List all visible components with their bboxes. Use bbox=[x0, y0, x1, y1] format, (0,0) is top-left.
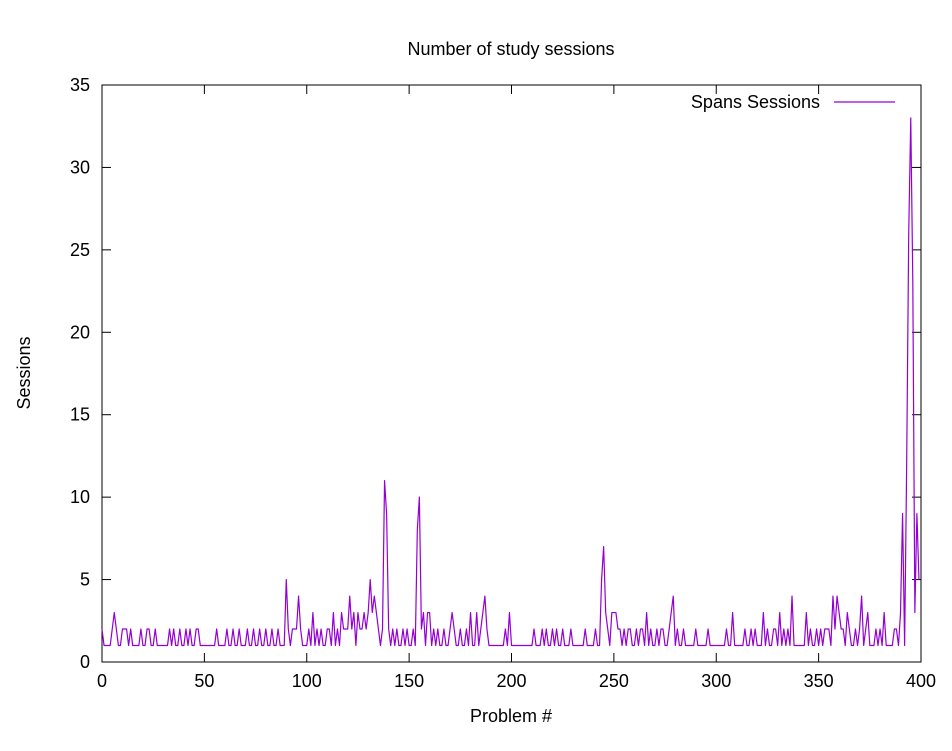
y-tick-label: 10 bbox=[70, 487, 90, 507]
x-tick-label: 100 bbox=[292, 671, 322, 691]
x-tick-label: 50 bbox=[194, 671, 214, 691]
legend: Spans Sessions bbox=[691, 92, 895, 112]
y-tick-label: 35 bbox=[70, 75, 90, 95]
y-axis: 0 5 10 15 20 25 30 35 bbox=[70, 75, 921, 672]
x-axis: 0 50 100 150 200 250 300 350 400 bbox=[97, 85, 936, 691]
x-tick-label: 250 bbox=[599, 671, 629, 691]
y-tick-label: 30 bbox=[70, 157, 90, 177]
x-tick-label: 300 bbox=[701, 671, 731, 691]
legend-entry-spans-sessions: Spans Sessions bbox=[691, 92, 820, 112]
y-tick-label: 20 bbox=[70, 322, 90, 342]
x-tick-label: 0 bbox=[97, 671, 107, 691]
x-axis-title: Problem # bbox=[470, 706, 552, 726]
y-tick-label: 0 bbox=[80, 652, 90, 672]
series-layer bbox=[101, 117, 920, 647]
y-tick-label: 5 bbox=[80, 570, 90, 590]
x-tick-label: 400 bbox=[906, 671, 936, 691]
chart-title: Number of study sessions bbox=[407, 39, 614, 59]
y-axis-title: Sessions bbox=[14, 336, 34, 409]
y-tick-label: 15 bbox=[70, 405, 90, 425]
plot-frame bbox=[101, 84, 922, 663]
x-tick-label: 150 bbox=[394, 671, 424, 691]
x-tick-label: 200 bbox=[496, 671, 526, 691]
series-line-spans-sessions bbox=[101, 117, 920, 647]
x-tick-label: 350 bbox=[804, 671, 834, 691]
y-tick-label: 25 bbox=[70, 240, 90, 260]
